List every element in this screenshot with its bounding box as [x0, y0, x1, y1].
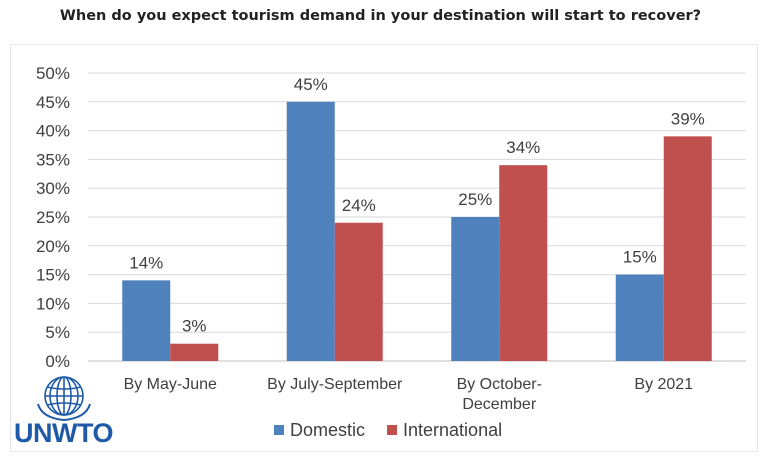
y-tick-label: 5%: [45, 323, 70, 342]
data-label: 24%: [342, 196, 376, 215]
y-tick-label: 25%: [36, 208, 70, 227]
x-tick-label: By July-September: [267, 376, 403, 393]
y-tick-label: 15%: [36, 266, 70, 285]
y-tick-label: 50%: [36, 64, 70, 83]
data-label: 15%: [623, 248, 657, 267]
y-tick-label: 45%: [36, 93, 70, 112]
bar-domestic: [286, 101, 335, 362]
bar-domestic: [451, 217, 500, 361]
data-label: 25%: [458, 190, 492, 209]
data-label: 3%: [182, 317, 207, 336]
legend-label-domestic: Domestic: [290, 420, 365, 440]
data-label: 34%: [506, 138, 540, 157]
legend-swatch-international: [387, 425, 398, 435]
unwto-globe-logo: [37, 376, 91, 422]
x-tick-label: By May-June: [124, 376, 217, 393]
bar-domestic: [615, 274, 664, 361]
y-tick-label: 30%: [36, 179, 70, 198]
x-tick-label: By 2021: [634, 376, 693, 393]
bar-international: [170, 343, 219, 361]
x-tick-label: By October-: [457, 376, 542, 393]
y-tick-label: 20%: [36, 237, 70, 256]
legend-label-international: International: [403, 420, 502, 440]
bar-international: [499, 165, 548, 361]
unwto-logo-text: UNWTO: [14, 418, 114, 448]
bar-international: [663, 136, 712, 361]
data-label: 45%: [294, 75, 328, 94]
bar-international: [334, 222, 383, 361]
y-tick-label: 0%: [45, 352, 70, 371]
y-tick-label: 35%: [36, 150, 70, 169]
chart-title: When do you expect tourism demand in you…: [59, 8, 702, 24]
y-tick-label: 40%: [36, 122, 70, 141]
chart-frame: [10, 44, 758, 452]
x-tick-label: December: [462, 396, 536, 413]
data-label: 14%: [129, 253, 163, 272]
y-tick-label: 10%: [36, 294, 70, 313]
bar-domestic: [122, 280, 171, 361]
legend-swatch-domestic: [274, 425, 284, 435]
data-label: 39%: [671, 109, 705, 128]
